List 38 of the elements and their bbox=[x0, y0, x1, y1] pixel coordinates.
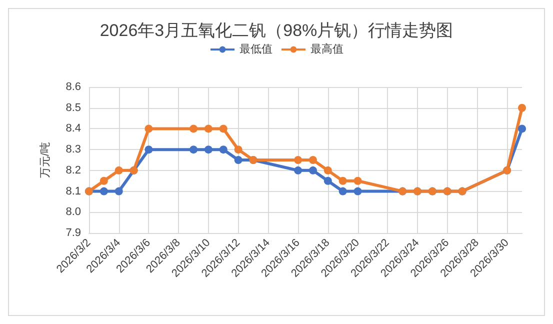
legend-label: 最高值 bbox=[310, 42, 344, 56]
y-tick-label: 8.4 bbox=[66, 122, 81, 135]
legend-label: 最低值 bbox=[240, 44, 272, 56]
y-tick-label: 8.6 bbox=[66, 81, 81, 93]
point bbox=[114, 166, 123, 174]
y-tick-label: 8.5 bbox=[66, 102, 81, 114]
y-axis-title: 万元/吨 bbox=[38, 142, 52, 178]
point bbox=[324, 176, 332, 185]
y-tick-label: 8.3 bbox=[66, 144, 81, 156]
y-tick-label: 8.2 bbox=[66, 164, 81, 176]
y-tick-label: 8.1 bbox=[66, 185, 81, 198]
point bbox=[204, 124, 212, 133]
point bbox=[308, 156, 317, 164]
point bbox=[354, 187, 362, 196]
point bbox=[144, 124, 153, 133]
y-tick-label: 7.9 bbox=[66, 227, 81, 239]
point bbox=[219, 146, 228, 154]
point bbox=[219, 124, 228, 133]
point bbox=[338, 176, 347, 185]
point bbox=[324, 166, 332, 174]
point bbox=[354, 176, 362, 185]
point bbox=[308, 166, 317, 174]
point bbox=[294, 156, 302, 164]
point bbox=[190, 146, 198, 154]
point bbox=[100, 187, 108, 196]
point bbox=[294, 166, 302, 174]
point bbox=[190, 124, 198, 133]
point bbox=[518, 124, 526, 133]
point bbox=[204, 146, 212, 154]
y-tick-label: 8.0 bbox=[66, 206, 81, 218]
chart-title: 2026年3月五氧化二钒（98%片钒）行情走势图 bbox=[100, 21, 454, 40]
point bbox=[114, 187, 123, 196]
point bbox=[100, 176, 108, 185]
point bbox=[338, 187, 347, 196]
point bbox=[144, 146, 153, 154]
point bbox=[518, 104, 526, 112]
point bbox=[234, 156, 242, 164]
point bbox=[234, 146, 242, 154]
